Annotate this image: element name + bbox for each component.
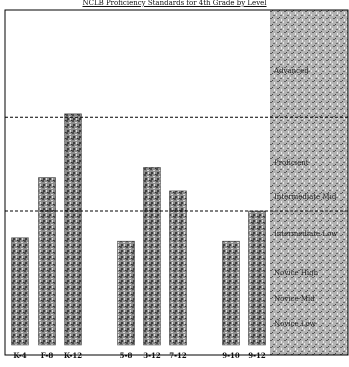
- x-tick-label-9-12: 9-12: [248, 351, 266, 360]
- x-tick-label-5-8: 5-8: [120, 351, 133, 360]
- bar-7-12: [169, 190, 187, 346]
- bar-K-4: [11, 237, 29, 346]
- level-label-0: Advanced: [273, 67, 309, 75]
- plot-frame: [4, 9, 349, 356]
- level-label-5: Novice Mid: [274, 295, 315, 303]
- bar-F-8: [38, 177, 56, 346]
- bar-K-12: [64, 113, 82, 346]
- x-tick-label-K-4: K-4: [13, 351, 26, 360]
- bar-9-12: [248, 210, 266, 346]
- x-tick-label-9-10: 9-10: [222, 351, 240, 360]
- level-legend-panel: [270, 10, 348, 355]
- chart-title: NCLB Proficiency Standards for 4th Grade…: [82, 0, 267, 7]
- level-label-3: Intermediate Low: [274, 230, 337, 238]
- bar-3-12: [143, 167, 161, 346]
- x-tick-label-3-12: 3-12: [143, 351, 161, 360]
- bar-9-10: [222, 240, 240, 346]
- level-label-2: Intermediate Mid: [274, 193, 337, 201]
- level-label-6: Novice Low: [274, 320, 316, 328]
- x-tick-label-F-8: F-8: [41, 351, 54, 360]
- level-label-4: Novice High: [274, 269, 319, 277]
- bar-5-8: [117, 240, 135, 346]
- x-tick-label-K-12: K-12: [64, 351, 82, 360]
- x-tick-label-7-12: 7-12: [169, 351, 187, 360]
- level-label-1: Proficient: [274, 159, 309, 167]
